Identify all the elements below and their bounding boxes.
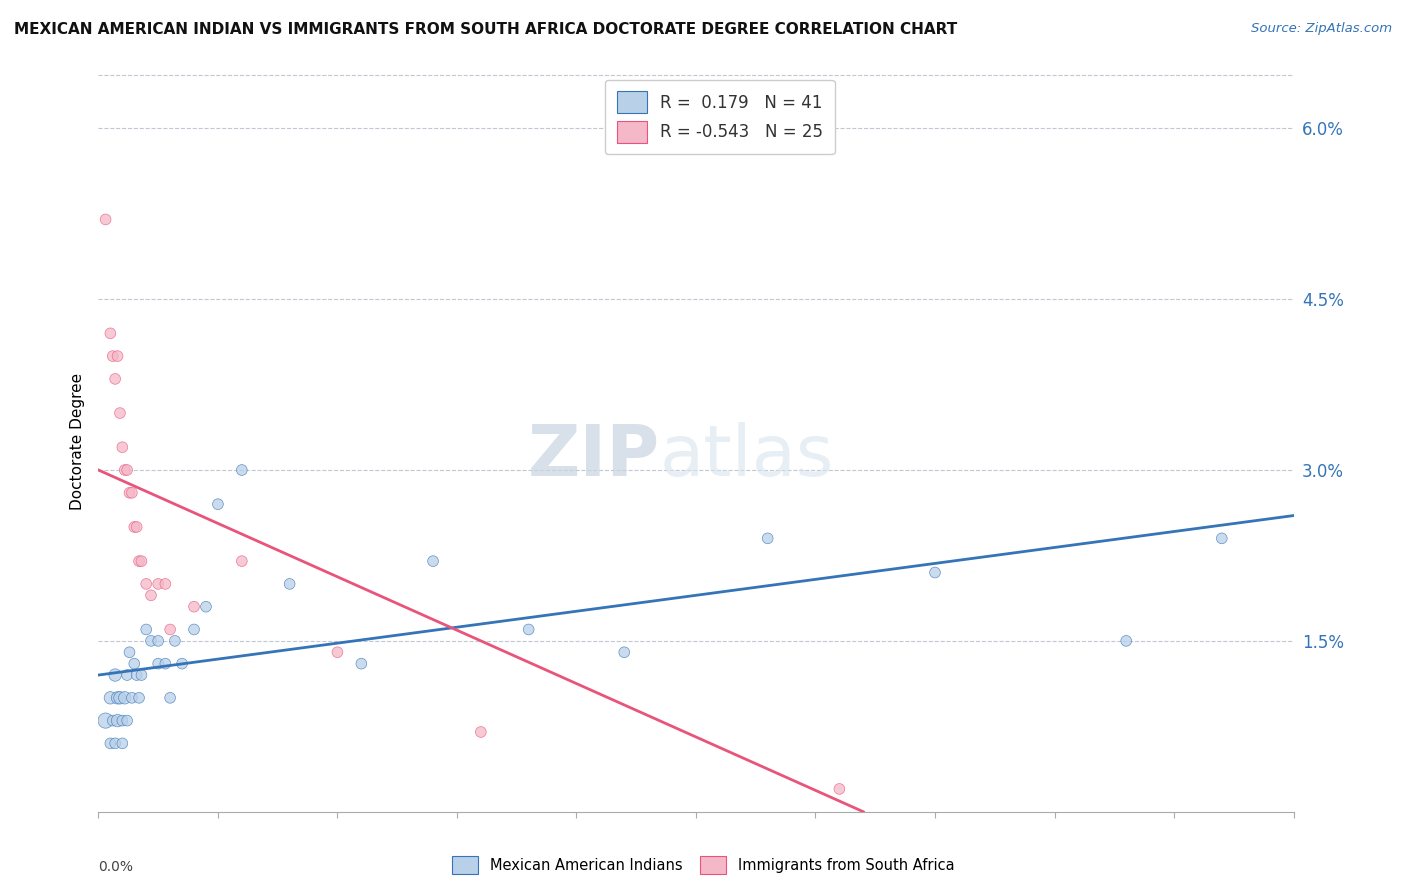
Point	[1211, 532, 1233, 546]
Point	[613, 645, 636, 659]
Point	[148, 577, 170, 591]
Point	[115, 668, 138, 682]
Point	[111, 736, 134, 750]
Point	[114, 463, 136, 477]
Point	[101, 714, 124, 728]
Text: atlas: atlas	[661, 422, 835, 491]
Point	[128, 690, 150, 705]
Point	[107, 714, 129, 728]
Point	[828, 781, 851, 796]
Point	[125, 520, 148, 534]
Point	[115, 714, 138, 728]
Point	[118, 645, 141, 659]
Point	[118, 485, 141, 500]
Point	[107, 349, 129, 363]
Point	[195, 599, 218, 614]
Point	[470, 725, 492, 739]
Point	[517, 623, 540, 637]
Point	[155, 577, 177, 591]
Point	[114, 690, 136, 705]
Point	[104, 668, 127, 682]
Point	[121, 485, 143, 500]
Point	[155, 657, 177, 671]
Point	[107, 690, 129, 705]
Point	[183, 599, 205, 614]
Point	[135, 577, 157, 591]
Point	[128, 554, 150, 568]
Legend: R =  0.179   N = 41, R = -0.543   N = 25: R = 0.179 N = 41, R = -0.543 N = 25	[605, 79, 835, 154]
Point	[98, 326, 122, 341]
Point	[104, 736, 127, 750]
Point	[131, 554, 153, 568]
Legend: Mexican American Indians, Immigrants from South Africa: Mexican American Indians, Immigrants fro…	[446, 850, 960, 880]
Text: 0.0%: 0.0%	[98, 860, 134, 874]
Point	[231, 463, 253, 477]
Point	[756, 532, 779, 546]
Point	[924, 566, 946, 580]
Text: MEXICAN AMERICAN INDIAN VS IMMIGRANTS FROM SOUTH AFRICA DOCTORATE DEGREE CORRELA: MEXICAN AMERICAN INDIAN VS IMMIGRANTS FR…	[14, 22, 957, 37]
Point	[148, 633, 170, 648]
Point	[108, 690, 131, 705]
Point	[121, 690, 143, 705]
Point	[94, 714, 117, 728]
Point	[139, 588, 162, 602]
Point	[326, 645, 349, 659]
Point	[104, 372, 127, 386]
Point	[115, 463, 138, 477]
Point	[125, 668, 148, 682]
Point	[278, 577, 301, 591]
Point	[159, 623, 181, 637]
Point	[124, 520, 146, 534]
Point	[1115, 633, 1137, 648]
Point	[135, 623, 157, 637]
Point	[98, 690, 122, 705]
Point	[101, 349, 124, 363]
Point	[148, 657, 170, 671]
Text: Source: ZipAtlas.com: Source: ZipAtlas.com	[1251, 22, 1392, 36]
Point	[94, 212, 117, 227]
Point	[111, 714, 134, 728]
Point	[139, 633, 162, 648]
Point	[183, 623, 205, 637]
Text: ZIP: ZIP	[527, 422, 661, 491]
Y-axis label: Doctorate Degree: Doctorate Degree	[69, 373, 84, 510]
Point	[350, 657, 373, 671]
Point	[159, 690, 181, 705]
Point	[422, 554, 444, 568]
Point	[108, 406, 131, 420]
Point	[98, 736, 122, 750]
Point	[163, 633, 186, 648]
Point	[207, 497, 229, 511]
Point	[131, 668, 153, 682]
Point	[124, 657, 146, 671]
Point	[111, 440, 134, 454]
Point	[231, 554, 253, 568]
Point	[172, 657, 194, 671]
